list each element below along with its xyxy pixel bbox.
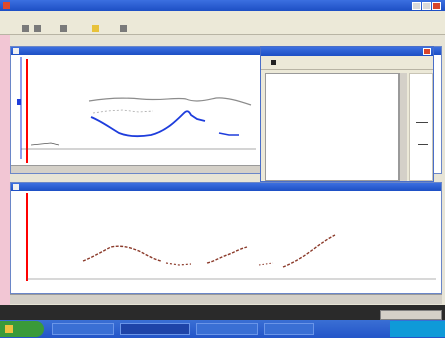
taskbar-item[interactable] (196, 323, 258, 335)
trace-baseline (30, 142, 60, 146)
trace-blue-tail (218, 132, 239, 136)
maximize-icon[interactable] (422, 2, 431, 10)
app-icon (3, 2, 10, 9)
dialog-toolbar-icon[interactable] (271, 60, 276, 65)
dialog-side-panel (409, 73, 433, 181)
trace-brown-3 (206, 246, 248, 264)
bottom-statusbar (10, 294, 442, 304)
scrollbar-h-top[interactable] (11, 165, 261, 173)
toolbar-button-icon[interactable] (60, 25, 67, 32)
dialog-close-icon[interactable] (423, 48, 431, 55)
app-titlebar (0, 0, 445, 11)
plot-window-bottom (10, 182, 442, 294)
y-axis-marker (17, 99, 21, 105)
taskbar-item[interactable] (264, 323, 314, 335)
plot-bottom (26, 193, 436, 281)
side-marker (416, 122, 428, 123)
plot-top (17, 57, 256, 163)
dialog-toolbar (261, 56, 433, 70)
start-icon (5, 325, 13, 333)
toolbar (0, 21, 445, 35)
minimize-icon[interactable] (412, 2, 421, 10)
window-icon (13, 184, 19, 190)
trace-gray-lower (92, 109, 154, 114)
trace-brown-1 (82, 245, 162, 262)
dialog-table (265, 73, 399, 181)
toolbar-button-icon[interactable] (120, 25, 127, 32)
trace-brown-2 (165, 262, 192, 266)
workspace-gap (0, 305, 445, 320)
dialog-scrollbar[interactable] (399, 73, 407, 181)
taskbar (0, 320, 445, 338)
toolbar-button-icon[interactable] (22, 25, 29, 32)
close-icon[interactable] (432, 2, 441, 10)
window-top-titlebar (11, 47, 441, 55)
minimized-window[interactable] (380, 310, 442, 320)
dialog-titlebar (261, 47, 433, 56)
window-bottom-titlebar (11, 183, 441, 191)
menu-bar (0, 11, 445, 21)
side-marker (418, 144, 428, 145)
taskbar-item[interactable] (52, 323, 114, 335)
left-margin (0, 35, 10, 320)
system-tray (390, 321, 445, 337)
trace-brown-4 (282, 234, 336, 268)
trace-gray (88, 97, 252, 106)
toolbar-button-icon[interactable] (34, 25, 41, 32)
taskbar-item[interactable] (120, 323, 190, 335)
start-button[interactable] (0, 321, 44, 337)
trace-blue (90, 110, 206, 138)
trace-brown-5 (258, 262, 274, 266)
toolbar-highlight-icon[interactable] (92, 25, 99, 32)
window-icon (13, 48, 19, 54)
dialog (260, 46, 434, 182)
